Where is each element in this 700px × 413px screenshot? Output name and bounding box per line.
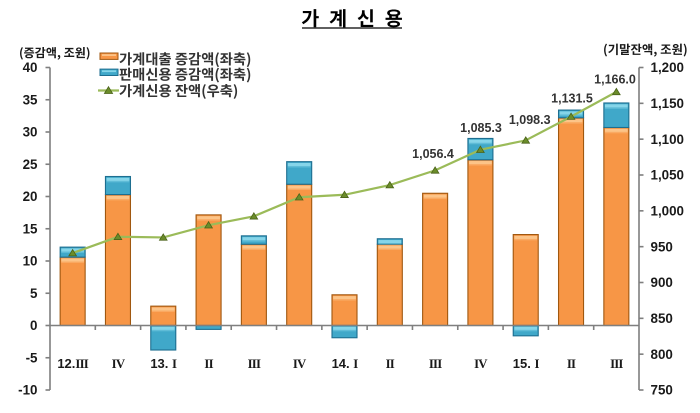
svg-text:III: III [610, 357, 623, 371]
svg-text:III: III [429, 357, 442, 371]
svg-text:13. I: 13. I [150, 356, 177, 371]
svg-text:1,150: 1,150 [651, 96, 685, 111]
svg-text:II: II [567, 357, 576, 371]
svg-text:15: 15 [23, 221, 38, 236]
svg-text:II: II [204, 357, 213, 371]
svg-text:30: 30 [23, 125, 38, 140]
svg-text:40: 40 [23, 60, 38, 75]
svg-text:II: II [386, 357, 395, 371]
svg-text:20: 20 [23, 189, 38, 204]
svg-text:1,098.3: 1,098.3 [509, 113, 551, 127]
svg-text:1,131.5: 1,131.5 [551, 92, 593, 106]
svg-text:IV: IV [474, 357, 488, 371]
svg-text:900: 900 [651, 275, 673, 290]
svg-text:1,085.3: 1,085.3 [460, 121, 502, 135]
svg-text:750: 750 [651, 383, 673, 398]
svg-text:1,100: 1,100 [651, 132, 685, 147]
svg-text:0: 0 [30, 318, 37, 333]
svg-text:III: III [248, 357, 261, 371]
svg-text:800: 800 [651, 347, 673, 362]
svg-text:1,166.0: 1,166.0 [594, 73, 636, 87]
svg-text:15. I: 15. I [513, 356, 540, 371]
svg-text:1,200: 1,200 [651, 60, 685, 75]
svg-text:IV: IV [112, 357, 126, 371]
svg-text:14. I: 14. I [332, 356, 359, 371]
svg-text:5: 5 [30, 286, 38, 301]
svg-text:1,050: 1,050 [651, 168, 685, 183]
svg-text:1,056.4: 1,056.4 [412, 147, 454, 161]
svg-text:25: 25 [23, 157, 38, 172]
svg-text:10: 10 [23, 254, 38, 269]
svg-text:850: 850 [651, 311, 673, 326]
svg-text:12.III: 12.III [57, 356, 88, 371]
svg-text:1,000: 1,000 [651, 204, 685, 219]
svg-text:950: 950 [651, 239, 673, 254]
svg-text:-10: -10 [18, 383, 37, 398]
svg-text:IV: IV [293, 357, 307, 371]
svg-text:35: 35 [23, 92, 38, 107]
svg-text:-5: -5 [26, 350, 38, 365]
